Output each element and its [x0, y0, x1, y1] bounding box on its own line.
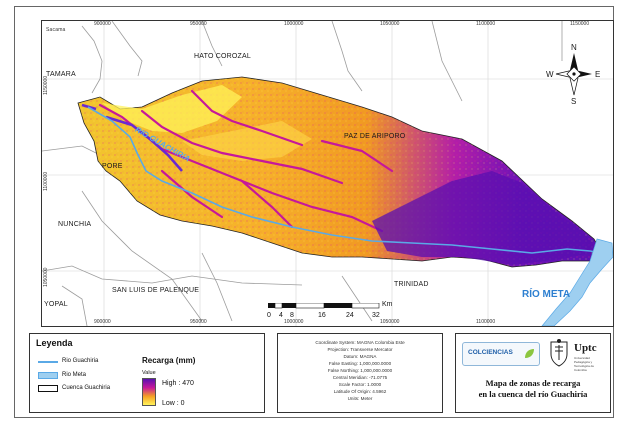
- scale-tick: 8: [290, 312, 294, 319]
- legend-rio-guachiria: Rio Guachiria: [62, 358, 99, 364]
- grid-tick-top: 1100000: [476, 21, 496, 27]
- low-recharge-zone: [102, 85, 242, 133]
- grid-tick-top: 1050000: [380, 21, 400, 27]
- high-recharge-zone: [372, 171, 598, 265]
- place-sacama: Sacama: [46, 27, 66, 33]
- legend-cuenca: Cuenca Guachiria: [62, 385, 111, 391]
- scale-tick: 4: [279, 312, 283, 319]
- river-meta-label: RÍO META: [522, 289, 571, 300]
- place-san-luis: SAN LUIS DE PALENQUE: [112, 287, 200, 294]
- north-arrow-icon: N S W E: [546, 43, 602, 106]
- scale-tick: 24: [346, 312, 354, 319]
- grid-tick-left: 1150000: [43, 75, 49, 95]
- rio-guachiria: [87, 106, 603, 254]
- legend-rio-meta: Rio Meta: [62, 372, 87, 378]
- map-sheet: 900000 950000 1000000 1050000 1100000 11…: [14, 6, 614, 418]
- scale-tick: 0: [267, 312, 271, 319]
- map-title-line-2: en la cuenca del río Guachiría: [478, 389, 588, 399]
- grid-tick-top: 900000: [94, 21, 111, 27]
- legend-panel: Leyenda Rio Guachiria Rio Meta Cuenca Gu…: [29, 333, 265, 413]
- projection-line: Datum: MAGNA: [343, 354, 377, 359]
- map-frame: 900000 950000 1000000 1050000 1100000 11…: [41, 20, 614, 327]
- colciencias-leaf-icon: [525, 349, 534, 358]
- grid-tick-bottom: 950000: [190, 319, 207, 325]
- legend-value-label: Value: [142, 370, 156, 376]
- legend-low: Low : 0: [162, 400, 185, 407]
- place-hato-corozal: HATO COROZAL: [194, 53, 251, 60]
- compass-w: W: [546, 70, 554, 79]
- projection-line: False Easting: 1,000,000.0000: [328, 361, 392, 366]
- cuenca-swatch: [38, 385, 58, 392]
- map-title: Mapa de zonas de recarga en la cuenca de…: [456, 378, 610, 400]
- compass-s: S: [571, 97, 577, 106]
- grid-tick-top: 950000: [190, 21, 207, 27]
- place-yopal: YOPAL: [44, 301, 68, 308]
- compass-rose-icon: [555, 53, 592, 96]
- place-nunchia: NUNCHIA: [58, 221, 92, 228]
- place-paz-de-ariporo: PAZ DE ARIPORO: [344, 133, 406, 140]
- projection-line: Coordinate System: MAGNA Colombia Este: [315, 340, 405, 345]
- place-tamara: TAMARA: [46, 71, 76, 78]
- scale-bar-graphic: [268, 303, 380, 309]
- grid-tick-top: 1000000: [284, 21, 304, 27]
- projection-line: Scale Factor: 1.0000: [338, 382, 382, 387]
- scale-tick: 16: [318, 312, 326, 319]
- uptc-logo-text: Uptc: [574, 342, 597, 354]
- scale-unit: Km: [382, 301, 393, 308]
- map-canvas: [42, 21, 613, 326]
- scale-tick: 32: [372, 312, 380, 319]
- grid-tick-bottom: 1050000: [380, 319, 400, 325]
- grid-tick-left: 1050000: [43, 267, 49, 287]
- uptc-logo: Uptc Universidad Pedagógica y Tecnológic…: [548, 338, 606, 372]
- projection-panel: Coordinate System: MAGNA Colombia Este P…: [277, 333, 443, 413]
- scale-bar: 0 4 8 16 24 32 Km: [267, 301, 398, 325]
- rio-meta: [541, 238, 613, 326]
- colciencias-logo-text: COLCIENCIAS: [468, 349, 513, 356]
- grid-tick-bottom: 900000: [94, 319, 111, 325]
- recharge-color-ramp: [142, 378, 156, 406]
- uptc-logo-subtitle: Universidad Pedagógica y Tecnológica de …: [574, 356, 595, 372]
- projection-line: Units: Meter: [347, 396, 373, 401]
- colciencias-logo: COLCIENCIAS: [462, 342, 540, 366]
- legend-high: High : 470: [162, 380, 194, 387]
- compass-n: N: [571, 43, 577, 52]
- legend-title: Leyenda: [36, 338, 73, 348]
- projection-line: Latitude Of Origin: 4.5962: [333, 389, 387, 394]
- grid-tick-top: 1150000: [570, 21, 590, 27]
- grid-tick-left: 1100000: [43, 171, 49, 191]
- projection-line: Central Meridian: -71.0775: [332, 375, 388, 380]
- compass-e: E: [595, 70, 601, 79]
- title-panel: COLCIENCIAS Uptc Universidad Pedagógica …: [455, 333, 611, 413]
- map-title-line-1: Mapa de zonas de recarga: [485, 378, 581, 388]
- legend-recarga-title: Recarga (mm): [142, 356, 196, 365]
- projection-line: Projection: Transverse Mercator: [327, 347, 393, 352]
- uptc-crest-icon: [550, 339, 568, 367]
- projection-line: False Northing: 1,000,000.0000: [327, 368, 393, 373]
- place-pore: PORE: [102, 163, 123, 170]
- grid-tick-bottom: 1000000: [284, 319, 304, 325]
- grid-tick-bottom: 1100000: [476, 319, 496, 325]
- rio-guachiria-swatch: [38, 361, 58, 363]
- place-trinidad: TRINIDAD: [394, 281, 429, 288]
- rio-meta-swatch: [38, 372, 58, 379]
